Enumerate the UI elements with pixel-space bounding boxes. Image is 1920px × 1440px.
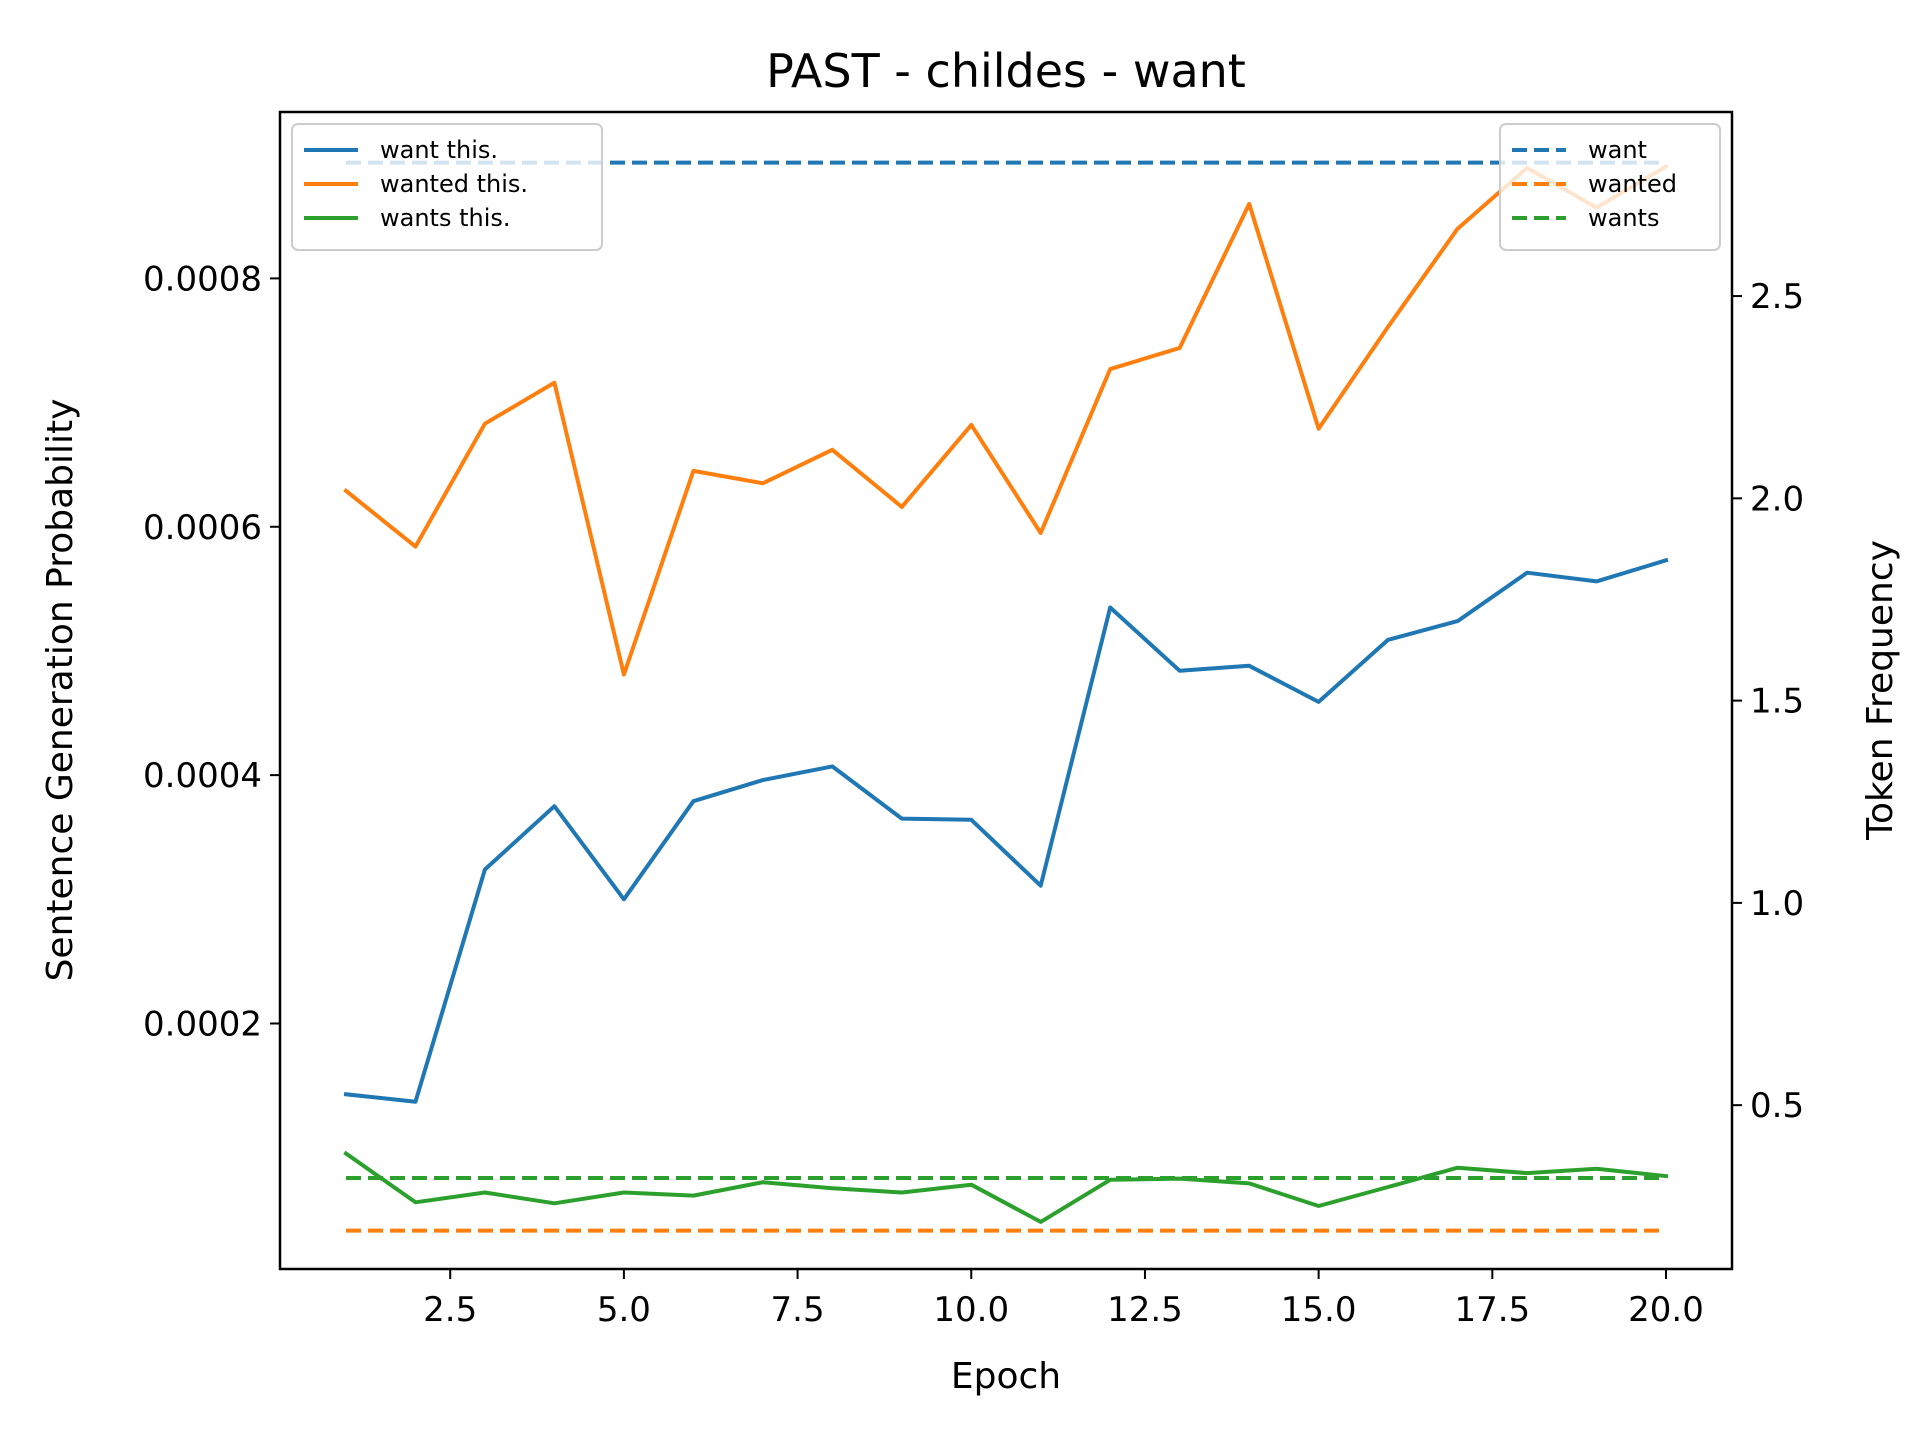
x-tick-label: 17.5 [1454,1290,1530,1330]
x-tick-label: 12.5 [1107,1290,1183,1330]
y-tick-label: 0.0006 [143,508,262,548]
y-tick-label: 0.0008 [143,259,262,299]
x-tick-label: 5.0 [597,1290,651,1330]
x-tick-label: 10.0 [933,1290,1009,1330]
x-tick-label: 2.5 [423,1290,477,1330]
x-tick-label: 20.0 [1628,1290,1704,1330]
legend-left: want this. wanted this. wants this. [291,123,603,251]
series-line-want-this [343,557,1669,1104]
series-line-wants-this [343,1150,1669,1224]
legend-label: wanted this. [380,170,528,198]
legend-box [1499,123,1721,251]
y2-tick-label: 1.0 [1750,884,1804,924]
legend-right: want wanted wants [1499,123,1721,251]
x-axis-ticks: 2.5 5.0 7.5 10.0 12.5 15.0 17.5 20.0 [423,1269,1704,1330]
y-axis-ticks: 0.0002 0.0004 0.0006 0.0008 [143,259,280,1044]
y2-tick-label: 2.0 [1750,479,1804,519]
legend-box [291,123,603,251]
y2-tick-label: 0.5 [1750,1086,1804,1126]
x-axis-title: Epoch [951,1356,1061,1397]
plot-frame [278,110,1734,1271]
chart-title: PAST - childes - want [766,44,1246,98]
y2-tick-label: 2.5 [1750,277,1804,317]
y-tick-label: 0.0004 [143,756,262,796]
y-tick-label: 0.0002 [143,1004,262,1044]
y2-tick-label: 1.5 [1750,682,1804,722]
legend-label: want this. [380,136,498,164]
x-tick-label: 15.0 [1281,1290,1357,1330]
plot-lines [343,160,1669,1233]
x-tick-label: 7.5 [771,1290,825,1330]
y2-axis-ticks: 0.5 1.0 1.5 2.0 2.5 [1732,277,1804,1126]
legend-label: wanted [1588,170,1677,198]
y-axis-title: Sentence Generation Probability [40,399,81,982]
legend-label: wants [1588,204,1659,232]
y2-axis-title: Token Frequency [1860,540,1901,841]
legend-label: wants this. [380,204,511,232]
legend-label: want [1588,136,1647,164]
series-line-wanted-this [343,163,1669,677]
